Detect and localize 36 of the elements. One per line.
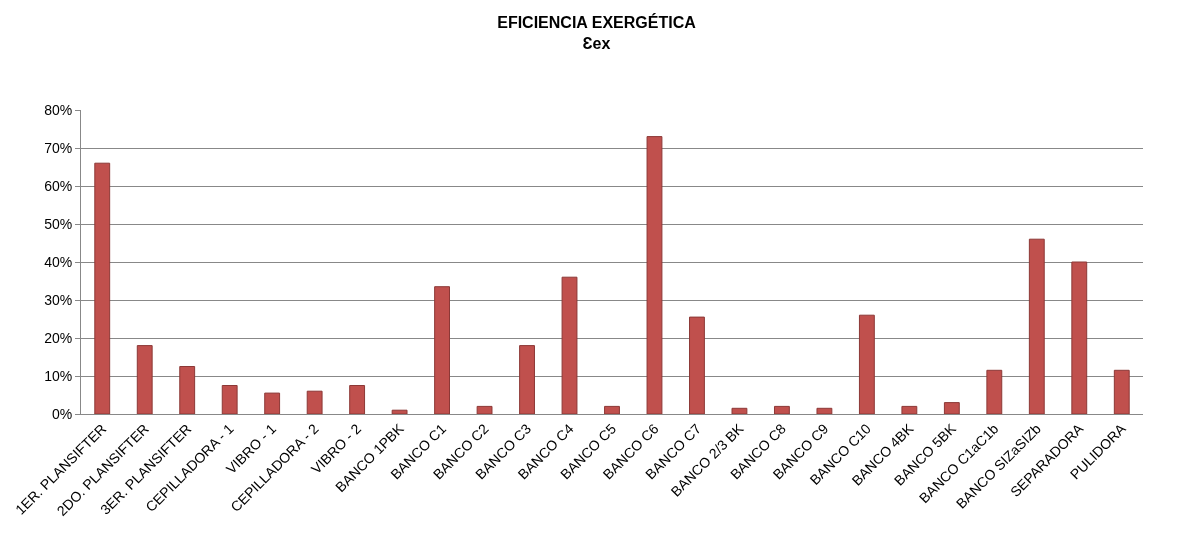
bar [264, 392, 281, 414]
bar [689, 316, 705, 414]
y-tick-label: 0% [51, 405, 73, 422]
bar [306, 390, 323, 414]
y-tick-label: 80% [44, 101, 73, 118]
bar [773, 405, 790, 414]
bar [561, 276, 578, 414]
bar [858, 314, 875, 414]
bar [646, 136, 663, 414]
bar [1028, 238, 1045, 414]
bar [901, 405, 918, 414]
bar [434, 286, 451, 414]
bar [1071, 261, 1088, 414]
bar [1113, 369, 1130, 414]
chart-title: EFICIENCIA EXERGÉTICA [497, 12, 697, 31]
y-tick-label: 70% [44, 139, 73, 156]
bar [816, 407, 833, 414]
bar [94, 162, 111, 414]
y-tick-label: 50% [44, 215, 73, 232]
bar [476, 405, 493, 414]
bar [221, 385, 238, 414]
y-tick-label: 60% [44, 177, 73, 194]
y-tick-label: 10% [44, 367, 73, 384]
bar [519, 345, 535, 414]
y-tick-label: 40% [44, 253, 73, 270]
bar [731, 407, 748, 414]
chart-subtitle: Ɛex [582, 34, 611, 52]
y-tick-label: 30% [44, 291, 73, 308]
bar [391, 409, 408, 414]
y-tick-label: 20% [44, 329, 73, 346]
bar [986, 369, 1003, 414]
bar [943, 402, 960, 414]
bar [604, 405, 620, 414]
bar [349, 385, 366, 414]
bar [136, 345, 153, 414]
bar [179, 366, 196, 414]
